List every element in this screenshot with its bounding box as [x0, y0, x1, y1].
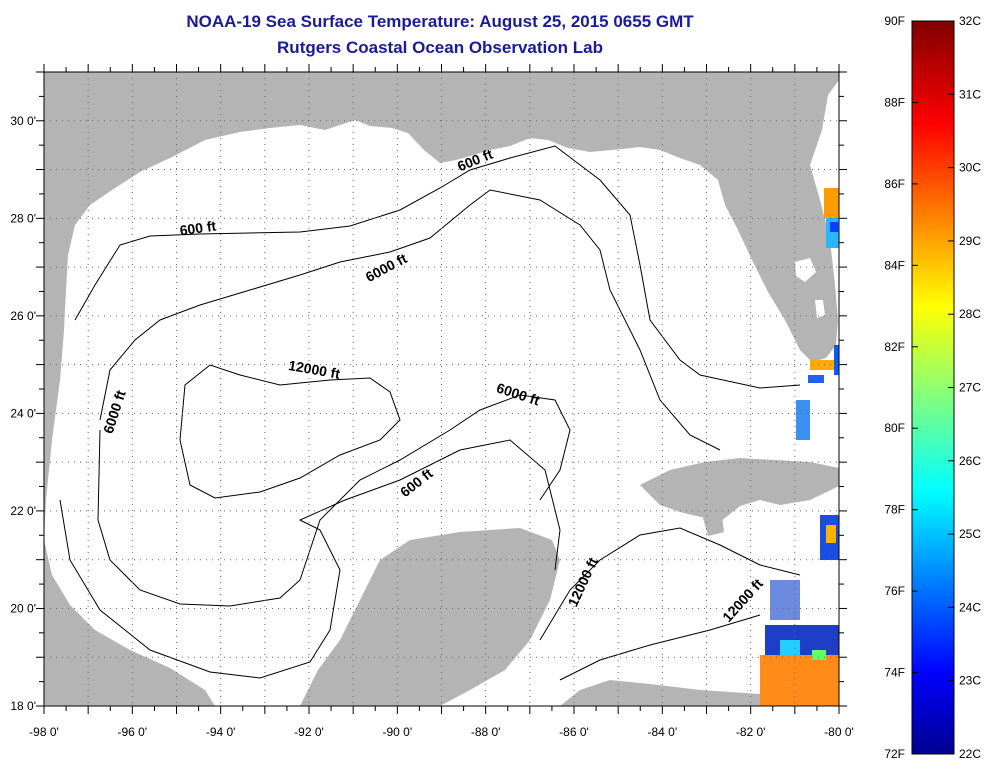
- colorbar-fahrenheit-label: 84F: [884, 258, 905, 272]
- isle-of-youth: [703, 516, 724, 536]
- x-tick-label: -86 0': [559, 725, 589, 739]
- colorbar-celsius-label: 29C: [959, 234, 981, 248]
- x-tick-label: -96 0': [118, 725, 148, 739]
- isobath-6000ft-north: [99, 189, 721, 451]
- isobath-12000ft-caribbean: [539, 527, 801, 641]
- map-subtitle: Rutgers Coastal Ocean Observation Lab: [277, 38, 603, 57]
- x-tick-label: -92 0': [294, 725, 324, 739]
- colorbar-fahrenheit-label: 82F: [884, 340, 905, 354]
- colorbar-fahrenheit-label: 76F: [884, 584, 905, 598]
- colorbar-labels: 90F 88F 86F 84F 82F 80F 78F 76F 74F 72F 32C 31C 30C 2…: [884, 14, 981, 761]
- colorbar-celsius-label: 31C: [959, 87, 981, 101]
- colorbar-celsius-label: 23C: [959, 674, 981, 688]
- yucatan-land: [300, 528, 560, 706]
- colorbar-fahrenheit-label: 86F: [884, 177, 905, 191]
- cuba-land: [640, 458, 839, 522]
- map-title: NOAA-19 Sea Surface Temperature: August …: [186, 12, 694, 31]
- sst-data-patches: [760, 188, 839, 706]
- us-land: [44, 72, 839, 540]
- colorbar-celsius-label: 32C: [959, 14, 981, 28]
- isobath-lines: [59, 145, 801, 681]
- colorbar-fahrenheit-label: 72F: [884, 747, 905, 761]
- isobath-label: 600 ft: [179, 217, 218, 238]
- x-tick-label: -90 0': [383, 725, 413, 739]
- x-tick-label: -94 0': [206, 725, 236, 739]
- y-tick-label: 20 0': [10, 601, 36, 615]
- x-tick-label: -84 0': [648, 725, 678, 739]
- isobath-6000ft-south: [97, 394, 571, 607]
- colorbar-celsius-label: 25C: [959, 527, 981, 541]
- x-tick-label: -98 0': [29, 725, 59, 739]
- colorbar-celsius-label: 22C: [959, 747, 981, 761]
- colorbar-celsius-label: 27C: [959, 381, 981, 395]
- y-tick-label: 24 0': [10, 406, 36, 420]
- mexico-land: [44, 540, 215, 706]
- central-america-land: [560, 680, 760, 706]
- y-tick-label: 30 0': [10, 114, 36, 128]
- y-tick-label: 22 0': [10, 504, 36, 518]
- lake-okeechobee: [795, 258, 816, 282]
- colorbar-fahrenheit-label: 80F: [884, 421, 905, 435]
- isobath-12000ft: [179, 364, 401, 499]
- colorbar-celsius-label: 28C: [959, 307, 981, 321]
- colorbar-celsius-label: 24C: [959, 600, 981, 614]
- y-tick-label: 26 0': [10, 309, 36, 323]
- isobath-600ft-south: [59, 439, 561, 679]
- colorbar-fahrenheit-label: 74F: [884, 666, 905, 680]
- y-tick-label: 18 0': [10, 699, 36, 713]
- x-tick-label: -80 0': [824, 725, 854, 739]
- colorbar: [911, 20, 955, 755]
- y-tick-label: 28 0': [10, 211, 36, 225]
- grid-lines: [44, 72, 839, 706]
- colorbar-fahrenheit-label: 90F: [884, 14, 905, 28]
- isobath-caribbean-2: [559, 614, 761, 681]
- florida-bay-water: [815, 300, 825, 318]
- colorbar-fahrenheit-label: 78F: [884, 503, 905, 517]
- x-tick-label: -82 0': [736, 725, 766, 739]
- colorbar-fahrenheit-label: 88F: [884, 95, 905, 109]
- x-tick-label: -88 0': [471, 725, 501, 739]
- colorbar-celsius-label: 30C: [959, 161, 981, 175]
- axis-ticks: -98 0' -96 0' -94 0' -92 0' -90 0' -88 0' -86 …: [10, 64, 854, 739]
- colorbar-celsius-label: 26C: [959, 454, 981, 468]
